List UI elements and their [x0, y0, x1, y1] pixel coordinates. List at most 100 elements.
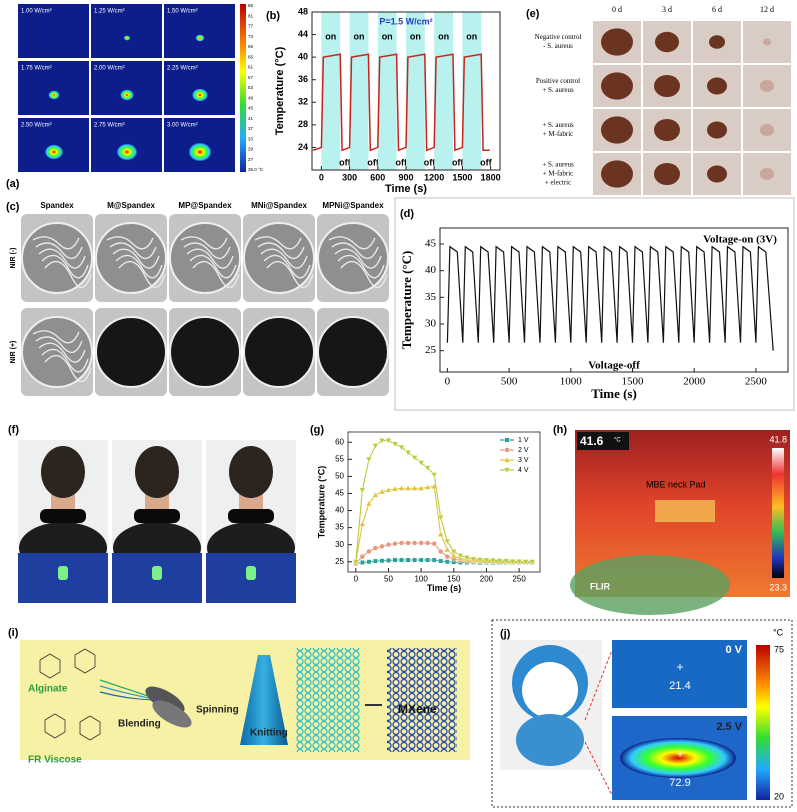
wound — [655, 31, 679, 53]
marker — [522, 559, 529, 566]
texture — [106, 236, 154, 250]
hot-spot — [120, 89, 134, 101]
texture — [257, 242, 305, 260]
marker — [463, 555, 471, 562]
x-tick-label: 150 — [447, 574, 461, 583]
colorbar-label: 25.0 °C — [248, 167, 264, 172]
scale-min: 23.3 — [769, 582, 787, 592]
marker — [431, 541, 437, 547]
marker — [438, 558, 444, 564]
wound — [601, 160, 633, 188]
x-tick-label: 1800 — [481, 172, 501, 182]
y-tick-label: 45 — [335, 489, 344, 498]
process-label: MXene — [398, 702, 437, 716]
marker — [443, 546, 451, 553]
column-label: Spandex — [40, 201, 74, 210]
head — [41, 446, 85, 498]
scale-max: 75 — [774, 644, 784, 654]
fabric — [296, 648, 360, 752]
marker — [379, 543, 385, 549]
y-tick-label: 40 — [298, 52, 308, 62]
annotation: Voltage-on (3V) — [703, 234, 777, 246]
span-label: on — [325, 31, 336, 41]
marker — [373, 558, 378, 564]
texture — [266, 260, 314, 289]
marker — [392, 557, 398, 563]
dish — [21, 316, 93, 388]
neck-pad — [40, 509, 86, 523]
marker — [372, 443, 379, 450]
wound — [760, 168, 774, 180]
span-label: off — [480, 157, 492, 167]
marker — [405, 557, 411, 563]
molecule — [74, 648, 96, 674]
marker — [431, 557, 437, 563]
thermal-tile — [18, 4, 89, 58]
texture — [328, 236, 376, 250]
texture — [35, 242, 83, 260]
marker — [391, 485, 399, 492]
marker — [417, 484, 425, 491]
panel-label: (e) — [526, 8, 540, 20]
marker — [352, 559, 360, 566]
molecule — [39, 653, 61, 679]
dish — [95, 222, 167, 294]
span-label: off — [339, 157, 351, 167]
series-line — [355, 485, 533, 563]
colorbar — [756, 645, 770, 800]
wound — [707, 165, 727, 183]
marker — [398, 484, 405, 491]
colorbar — [240, 4, 246, 172]
y-tick-label: 40 — [425, 264, 437, 276]
span-label: on — [438, 31, 449, 41]
marker — [412, 540, 418, 546]
span-label: off — [424, 157, 436, 167]
column-label: 6 d — [712, 5, 722, 14]
x-tick-label: 100 — [414, 574, 428, 583]
molecule — [44, 713, 66, 739]
marker — [399, 557, 404, 563]
marker — [503, 467, 511, 474]
process-label: Alginate — [28, 684, 68, 695]
marker — [385, 542, 392, 548]
column-label: MNi@Spandex — [251, 201, 307, 210]
marker — [489, 557, 497, 564]
y-tick-label: 25 — [335, 557, 344, 566]
thermal-spot — [58, 566, 68, 580]
column-label: 12 d — [760, 5, 774, 14]
x-tick-label: 300 — [342, 172, 357, 182]
column-label: 0 d — [612, 5, 622, 14]
x-tick-label: 1000 — [560, 375, 583, 387]
voltage: 2.5 V — [716, 721, 742, 733]
y-axis-title: Temperature (°C) — [399, 251, 414, 350]
marker — [404, 484, 412, 491]
marker — [496, 558, 503, 565]
panel-frame — [394, 197, 795, 411]
thermal-tile — [91, 61, 162, 115]
tile-label: 1.50 W/cm² — [167, 9, 198, 15]
scale-max: 41.8 — [769, 434, 787, 444]
texture — [186, 248, 234, 269]
row-label: NIR (-) — [10, 248, 17, 269]
span-label: off — [452, 157, 464, 167]
row-label: Negative control — [535, 33, 582, 41]
colorbar-label: 41 — [248, 116, 254, 121]
hot-spot — [195, 34, 205, 42]
marker — [502, 558, 510, 565]
on-span — [406, 12, 425, 170]
marker — [444, 559, 450, 565]
wound — [654, 118, 680, 142]
process-label: Knitting — [250, 728, 288, 739]
marker — [425, 557, 431, 563]
x-tick-label: 1500 — [622, 375, 645, 387]
colorbar-label: 85 — [248, 3, 254, 8]
legend-label: 4 V — [518, 467, 529, 474]
colorbar-label: 77 — [248, 24, 254, 29]
thermal-tile — [18, 61, 89, 115]
marker — [437, 531, 445, 537]
column-label: MPNi@Spandex — [322, 201, 384, 210]
tile-label: 1.00 W/cm² — [21, 9, 52, 15]
tile-label: 2.00 W/cm² — [94, 66, 125, 72]
texture — [115, 254, 163, 279]
